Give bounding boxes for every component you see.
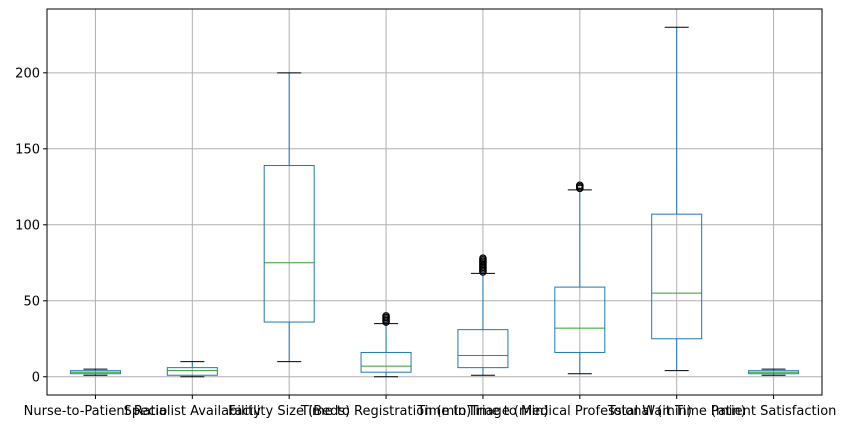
box-group-0 (69, 368, 121, 376)
box-6 (651, 213, 703, 340)
box-2 (263, 165, 315, 323)
x-tick-label-4: Time to Triage (min) (416, 404, 548, 419)
outlier-4-9 (479, 254, 487, 263)
x-tick-label-6: Total Wait Time (min) (607, 404, 746, 419)
box-group-6 (651, 26, 703, 372)
y-tick-label-0: 0 (32, 370, 40, 385)
grid-lines (47, 9, 822, 395)
x-tick-label-7: Patient Satisfaction (711, 404, 837, 419)
x-tick-label-0: Nurse-to-Patient Ratio (24, 404, 168, 419)
box-group-5 (554, 181, 606, 375)
x-tick-label-5: Time to Medical Professional (min) (467, 404, 692, 419)
box-group-2 (263, 72, 315, 363)
box-group-7 (748, 368, 800, 376)
box-5 (554, 286, 606, 353)
boxes (69, 26, 800, 378)
box-group-1 (166, 361, 218, 378)
y-tick-label-4: 200 (15, 66, 40, 81)
y-tick-label-1: 50 (23, 294, 40, 309)
x-tick-label-3: Time to Registration (min) (300, 404, 471, 419)
box-1 (166, 367, 218, 376)
plot-area-frame (46, 8, 823, 396)
box-group-4 (457, 254, 509, 376)
outlier-3-4 (382, 312, 390, 320)
x-tick-label-1: Specialist Availability (124, 404, 262, 419)
y-axis: 0 50 100 150 200 (15, 66, 47, 385)
box-3 (360, 351, 412, 373)
x-tick-label-2: Facility Size (Beds) (228, 404, 350, 419)
outlier-5-2 (576, 181, 584, 190)
y-tick-label-2: 100 (15, 218, 40, 233)
box-4 (457, 329, 509, 369)
y-tick-label-3: 150 (15, 142, 40, 157)
box-group-3 (360, 312, 412, 378)
